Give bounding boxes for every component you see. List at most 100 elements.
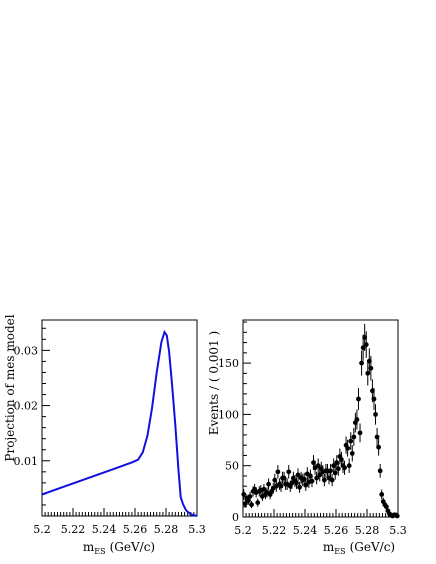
data-point xyxy=(376,438,382,456)
data-marker xyxy=(356,396,361,402)
data-point xyxy=(286,465,292,479)
x-axis-title-sub-right: ES xyxy=(334,547,345,556)
data-point xyxy=(335,461,341,476)
data-point xyxy=(363,331,369,358)
data-point xyxy=(349,445,355,462)
data-point xyxy=(368,355,374,381)
data-point xyxy=(278,480,284,492)
data-point xyxy=(255,498,261,507)
y-tick-label: 50 xyxy=(225,460,239,473)
data-marker xyxy=(328,468,333,474)
data-point xyxy=(321,473,327,487)
y-tick-label: 100 xyxy=(218,408,239,421)
x-tick-label: 5.26 xyxy=(324,524,349,537)
data-marker xyxy=(346,463,352,469)
data-point xyxy=(357,423,363,443)
data-point xyxy=(348,432,354,450)
data-point xyxy=(249,501,254,509)
data-marker xyxy=(314,475,320,481)
x-tick-label: 5.28 xyxy=(154,523,179,536)
data-marker xyxy=(247,494,253,499)
data-marker xyxy=(379,492,385,497)
data-marker xyxy=(295,472,301,478)
y-axis-title-left: Projection of mes model xyxy=(3,314,17,461)
x-tick-label: 5.2 xyxy=(33,523,51,536)
chart-model-projection: 5.2 5.22 5.24 5.26 5.28 5.3 0.01 0.02 0.03 Proje… xyxy=(3,314,206,556)
data-point xyxy=(345,439,351,457)
plot-frame-right xyxy=(242,319,399,518)
data-point xyxy=(315,458,321,473)
x-axis-title-main-right: m xyxy=(323,540,335,554)
x-axis-title-sub-left: ES xyxy=(94,547,105,556)
data-marker xyxy=(345,445,351,451)
data-point xyxy=(354,409,360,430)
data-marker xyxy=(351,434,357,440)
data-point xyxy=(295,468,301,482)
x-tick-label: 5.3 xyxy=(188,523,206,536)
data-marker xyxy=(363,342,369,348)
data-marker xyxy=(255,500,261,506)
x-axis-title-right: mES (GeV/c) xyxy=(323,540,395,556)
data-point xyxy=(303,479,309,491)
data-marker xyxy=(342,465,347,471)
data-point xyxy=(314,471,320,485)
y-tick-label: 0.01 xyxy=(14,455,39,468)
data-marker xyxy=(329,477,335,483)
data-point xyxy=(297,481,302,493)
data-marker xyxy=(368,365,374,371)
data-marker xyxy=(303,482,309,488)
data-marker xyxy=(315,463,321,469)
x-axis-title-unit-left: (GeV/c) xyxy=(110,540,155,554)
data-marker xyxy=(359,360,364,366)
x-axis-title-left: mES (GeV/c) xyxy=(83,540,155,556)
data-marker xyxy=(297,484,302,490)
data-marker xyxy=(309,478,315,484)
data-point xyxy=(332,466,338,480)
data-marker xyxy=(241,492,247,497)
chart-events: 5.2 5.22 5.24 5.26 5.28 5.3 0 50 100 150 Events /… xyxy=(207,319,407,556)
data-point xyxy=(351,427,357,446)
x-tick-label: 5.3 xyxy=(389,524,407,537)
data-marker xyxy=(332,470,338,476)
data-points xyxy=(241,323,400,519)
data-marker xyxy=(383,504,389,510)
x-tick-label: 5.24 xyxy=(293,524,318,537)
x-tick-label: 5.22 xyxy=(61,523,86,536)
tick-labels-right: 5.2 5.22 5.24 5.26 5.28 5.3 0 50 100 150 xyxy=(218,357,407,537)
x-tick-label: 5.2 xyxy=(234,524,252,537)
data-marker xyxy=(275,469,281,475)
x-axis-title-main-left: m xyxy=(83,540,95,554)
data-point xyxy=(247,491,253,502)
data-point xyxy=(374,427,380,446)
data-point xyxy=(328,463,333,478)
data-marker xyxy=(376,444,382,450)
data-marker xyxy=(348,438,354,444)
data-marker xyxy=(249,502,254,508)
data-marker xyxy=(321,477,327,483)
data-point xyxy=(329,473,335,487)
data-point xyxy=(373,404,378,425)
data-marker xyxy=(266,481,271,487)
y-tick-label: 0 xyxy=(232,511,239,524)
x-axis-title-unit-right: (GeV/c) xyxy=(350,540,395,554)
data-marker xyxy=(354,417,360,422)
data-marker xyxy=(357,430,363,436)
y-tick-label: 0.03 xyxy=(14,344,39,357)
x-tick-label: 5.26 xyxy=(123,523,148,536)
x-tick-label: 5.22 xyxy=(262,524,287,537)
x-tick-label: 5.28 xyxy=(355,524,380,537)
data-point xyxy=(383,503,389,511)
data-point xyxy=(266,478,271,490)
data-point xyxy=(359,350,364,376)
data-point xyxy=(371,388,377,410)
data-point xyxy=(241,489,247,500)
tick-labels-left: 5.2 5.22 5.24 5.26 5.28 5.3 0.01 0.02 0.03 xyxy=(14,344,206,536)
data-point xyxy=(275,465,281,479)
y-tick-label: 0.02 xyxy=(14,400,39,413)
data-point xyxy=(346,458,352,473)
model-curve xyxy=(41,329,198,517)
data-point xyxy=(356,388,361,410)
y-tick-label: 150 xyxy=(218,357,239,370)
data-marker xyxy=(335,466,341,472)
